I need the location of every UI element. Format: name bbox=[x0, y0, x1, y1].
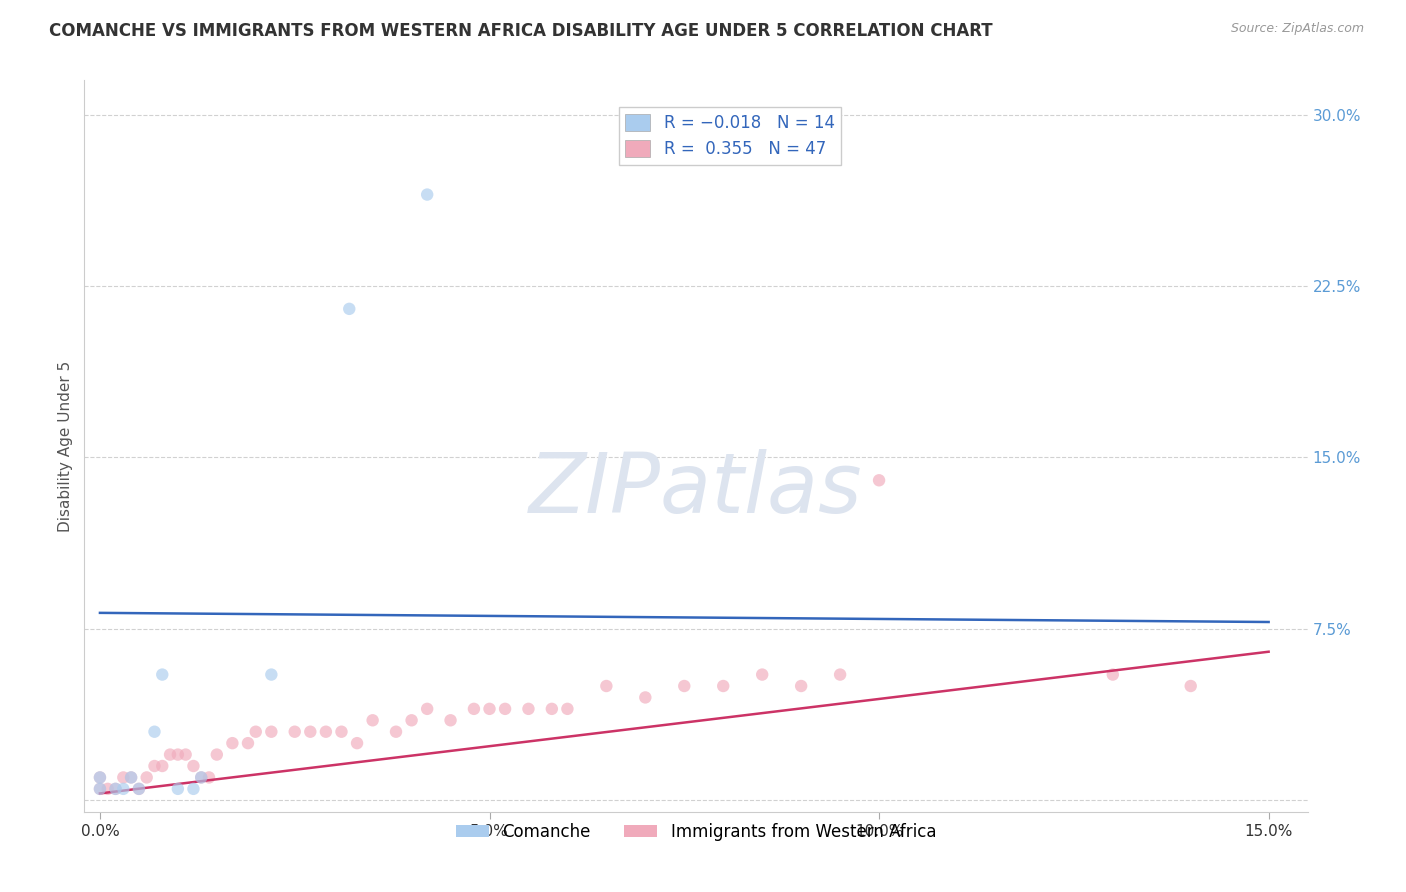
Legend: Comanche, Immigrants from Western Africa: Comanche, Immigrants from Western Africa bbox=[449, 816, 943, 847]
Point bbox=[673, 679, 696, 693]
Point bbox=[89, 771, 111, 785]
Point bbox=[112, 781, 135, 796]
Point bbox=[183, 759, 205, 773]
Point bbox=[120, 771, 142, 785]
Point bbox=[330, 724, 353, 739]
Point bbox=[150, 667, 173, 681]
Point bbox=[166, 747, 188, 762]
Point bbox=[135, 771, 157, 785]
Point bbox=[104, 781, 127, 796]
Point bbox=[143, 724, 166, 739]
Point bbox=[236, 736, 259, 750]
Point bbox=[183, 781, 205, 796]
Point bbox=[159, 747, 181, 762]
Point bbox=[595, 679, 617, 693]
Point bbox=[299, 724, 322, 739]
Point bbox=[128, 781, 150, 796]
Point bbox=[463, 702, 485, 716]
Point bbox=[150, 759, 173, 773]
Point bbox=[790, 679, 813, 693]
Point bbox=[337, 301, 360, 316]
Point bbox=[517, 702, 540, 716]
Point bbox=[128, 781, 150, 796]
Point bbox=[711, 679, 734, 693]
Point bbox=[478, 702, 501, 716]
Point bbox=[221, 736, 243, 750]
Point bbox=[190, 771, 212, 785]
Point bbox=[751, 667, 773, 681]
Point bbox=[361, 714, 384, 728]
Point bbox=[104, 781, 127, 796]
Point bbox=[89, 781, 111, 796]
Point bbox=[439, 714, 461, 728]
Point bbox=[315, 724, 337, 739]
Point bbox=[416, 187, 439, 202]
Point bbox=[260, 724, 283, 739]
Point bbox=[190, 771, 212, 785]
Point bbox=[166, 781, 188, 796]
Point bbox=[174, 747, 197, 762]
Point bbox=[260, 667, 283, 681]
Point bbox=[143, 759, 166, 773]
Point bbox=[540, 702, 562, 716]
Point bbox=[89, 781, 111, 796]
Point bbox=[284, 724, 307, 739]
Point bbox=[245, 724, 267, 739]
Point bbox=[401, 714, 423, 728]
Point bbox=[385, 724, 408, 739]
Point bbox=[1101, 667, 1123, 681]
Point bbox=[416, 702, 439, 716]
Point bbox=[868, 473, 890, 487]
Point bbox=[97, 781, 120, 796]
Y-axis label: Disability Age Under 5: Disability Age Under 5 bbox=[58, 360, 73, 532]
Point bbox=[1180, 679, 1202, 693]
Point bbox=[494, 702, 516, 716]
Text: ZIPatlas: ZIPatlas bbox=[529, 450, 863, 531]
Point bbox=[198, 771, 221, 785]
Text: COMANCHE VS IMMIGRANTS FROM WESTERN AFRICA DISABILITY AGE UNDER 5 CORRELATION CH: COMANCHE VS IMMIGRANTS FROM WESTERN AFRI… bbox=[49, 22, 993, 40]
Point bbox=[557, 702, 579, 716]
Point bbox=[120, 771, 142, 785]
Point bbox=[830, 667, 852, 681]
Text: Source: ZipAtlas.com: Source: ZipAtlas.com bbox=[1230, 22, 1364, 36]
Point bbox=[89, 771, 111, 785]
Point bbox=[112, 771, 135, 785]
Point bbox=[634, 690, 657, 705]
Point bbox=[205, 747, 228, 762]
Point bbox=[346, 736, 368, 750]
